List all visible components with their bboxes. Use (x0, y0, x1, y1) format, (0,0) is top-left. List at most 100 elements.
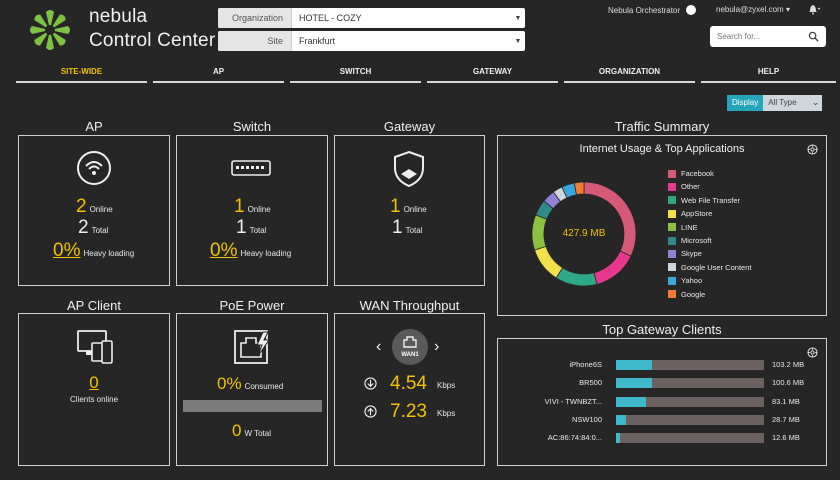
switch-online-label: Online (247, 205, 271, 214)
search-box[interactable] (710, 26, 826, 47)
search-icon[interactable] (808, 31, 819, 42)
gateway-client-row[interactable]: NSW100 28.7 MB (498, 414, 828, 426)
wan-download-unit: Kbps (437, 381, 456, 390)
client-usage-fill (616, 433, 621, 444)
search-input[interactable] (717, 32, 805, 41)
ap-card[interactable]: 2 Online 2 Total 0% Heavy loading (18, 135, 170, 286)
donut-slice-facebook[interactable] (583, 181, 637, 257)
ap-online-label: Online (89, 205, 113, 214)
tab-switch[interactable]: SWITCH (290, 62, 421, 83)
client-usage-value: 12.6 MB (772, 433, 800, 443)
poe-card[interactable]: 0% Consumed 0 W Total (176, 313, 328, 466)
traffic-card: Internet Usage & Top Applications 427.9 … (497, 135, 827, 316)
display-type-select[interactable]: All Type ⌄ (763, 95, 823, 111)
wifi-icon (77, 151, 111, 185)
ap-heavy-loading: 0% (53, 240, 81, 261)
switch-total-label: Total (249, 226, 267, 235)
gateway-client-row[interactable]: iPhone6S 103.2 MB (498, 359, 828, 371)
chevron-left-icon[interactable]: ‹ (376, 338, 382, 355)
chevron-down-icon: ⌄ (811, 97, 820, 107)
poe-title: PoE Power (219, 298, 285, 313)
legend-label: Google User Content (681, 262, 752, 272)
legend-item[interactable]: Google (668, 290, 705, 299)
tab-ap[interactable]: AP (153, 62, 284, 83)
gear-icon[interactable] (807, 144, 818, 155)
client-usage-fill (616, 396, 646, 407)
donut-slice-appstore[interactable] (534, 245, 564, 279)
client-name: NSW100 (571, 414, 602, 424)
wan-title: WAN Throughput (359, 298, 460, 313)
chevron-down-icon: ▼ (514, 14, 522, 22)
legend-item[interactable]: AppStore (668, 209, 712, 218)
gateway-online-label: Online (403, 205, 427, 214)
tab-organization[interactable]: ORGANIZATION (564, 62, 695, 83)
client-name: BR500 (579, 378, 602, 388)
site-select[interactable]: Site Frankfurt ▼ (218, 31, 525, 51)
tab-site-wide[interactable]: SITE-WIDE (16, 62, 147, 83)
gateway-client-row[interactable]: BR500 100.6 MB (498, 377, 828, 389)
organization-select[interactable]: Organization HOTEL - COZY ▼ (218, 8, 525, 28)
client-name: iPhone6S (569, 360, 602, 369)
toggle-radio-icon[interactable] (686, 5, 697, 15)
legend-item[interactable]: LINE (668, 223, 698, 232)
display-label: Display (727, 95, 764, 111)
tab-help[interactable]: HELP (701, 62, 836, 83)
traffic-title: Traffic Summary (614, 119, 710, 134)
wan-upload-unit: Kbps (437, 409, 456, 418)
brand-subtitle: Control Center (89, 30, 216, 51)
ap-client-count: 0 (89, 373, 99, 392)
main-nav: SITE-WIDE AP SWITCH GATEWAY ORGANIZATION… (16, 62, 840, 83)
ap-title: AP (85, 119, 103, 134)
user-email: nebula@zyxel.com (716, 5, 784, 14)
legend-item[interactable]: Yahoo (668, 276, 702, 285)
bell-icon[interactable] (806, 3, 820, 15)
client-usage-value: 100.6 MB (772, 378, 805, 388)
gateway-card[interactable]: 1 Online 1 Total (334, 135, 485, 286)
nebula-logo-icon (30, 10, 70, 50)
gateway-client-row[interactable]: VIVI - TWNBZT... 83.1 MB (498, 396, 828, 408)
tab-gateway[interactable]: GATEWAY (427, 62, 558, 83)
client-usage-bar (616, 360, 764, 370)
chevron-right-icon[interactable]: › (434, 338, 440, 355)
user-menu[interactable]: nebula@zyxel.com ▾ (716, 5, 790, 14)
switch-card[interactable]: 1 Online 1 Total 0% Heavy loading (176, 135, 328, 286)
legend-label: Facebook (681, 169, 714, 178)
client-usage-bar (616, 414, 764, 425)
switch-total-count: 1 (236, 217, 247, 238)
client-usage-value: 83.1 MB (772, 396, 800, 406)
ap-total-label: Total (91, 226, 109, 235)
donut-slice-google[interactable] (573, 181, 585, 196)
poe-usage-bar (183, 400, 322, 412)
gateway-clients-card: iPhone6S 103.2 MB BR500 100.6 MB VIVI - TWNB… (497, 338, 827, 466)
wan-download-value: 4.54 (390, 373, 427, 394)
legend-item[interactable]: Google User Content (668, 263, 751, 272)
legend-item[interactable]: Web File Transfer (668, 196, 740, 205)
display-filter[interactable]: Display All Type ⌄ (727, 95, 823, 111)
legend-label: Microsoft (681, 236, 712, 245)
wan-card[interactable]: ‹ WAN1 › 4.54 Kbps 7.23 Kbps (334, 313, 485, 466)
orchestrator-toggle[interactable]: Nebula Orchestrator (608, 5, 697, 15)
site-value: Frankfurt (299, 36, 336, 46)
ap-client-card[interactable]: 0 Clients online (18, 313, 170, 466)
legend-swatch (668, 290, 676, 299)
legend-item[interactable]: Facebook (668, 169, 714, 178)
legend-item[interactable]: Skype (668, 249, 702, 258)
legend-label: LINE (681, 222, 698, 232)
usage-donut-chart (531, 181, 637, 287)
ethernet-port-icon (403, 336, 417, 348)
brand-name: nebula (89, 6, 148, 27)
legend-swatch (668, 276, 676, 285)
wan-upload-value: 7.23 (390, 401, 427, 422)
gateway-client-row[interactable]: AC:86:74:84:0... 12.6 MB (498, 432, 828, 444)
ap-heavy-loading-label: Heavy loading (83, 249, 135, 258)
legend-item[interactable]: Other (668, 182, 700, 191)
organization-value: HOTEL - COZY (299, 13, 362, 23)
gear-icon[interactable] (807, 347, 818, 358)
poe-total-label: W Total (244, 429, 271, 438)
donut-slice-web-file-transfer[interactable] (555, 267, 598, 287)
legend-item[interactable]: Microsoft (668, 236, 711, 245)
legend-label: Web File Transfer (681, 195, 741, 205)
legend-swatch (668, 249, 676, 258)
donut-slice-other[interactable] (593, 250, 632, 285)
legend-label: Google (681, 289, 706, 299)
